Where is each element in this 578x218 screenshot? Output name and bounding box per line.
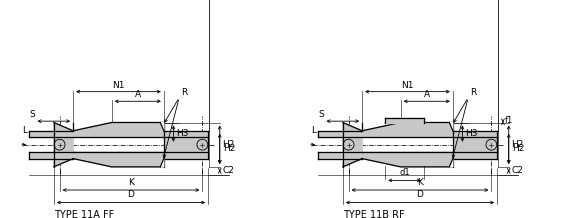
Polygon shape [318,131,362,137]
Text: C2: C2 [511,166,523,175]
Text: d1: d1 [399,168,410,177]
Text: L: L [312,126,316,135]
Polygon shape [362,152,453,167]
Text: A: A [424,90,430,99]
Polygon shape [73,123,164,137]
Text: R: R [181,89,187,97]
Text: H2: H2 [222,140,235,149]
Polygon shape [449,123,453,131]
Polygon shape [164,131,208,158]
Text: D: D [128,190,135,199]
Polygon shape [362,123,453,137]
Text: N1: N1 [401,81,414,90]
Polygon shape [160,158,164,167]
Text: TYPE 11A FF: TYPE 11A FF [54,210,114,218]
Polygon shape [318,152,362,158]
Text: L: L [23,126,27,135]
Text: f1: f1 [505,116,513,125]
Text: H2: H2 [512,144,524,153]
Text: K: K [128,177,134,187]
Polygon shape [343,123,362,167]
Text: H3: H3 [465,129,477,138]
Text: A: A [135,90,141,99]
Text: N1: N1 [112,81,125,90]
Polygon shape [449,158,453,167]
Polygon shape [29,152,73,158]
Text: K: K [417,177,423,187]
Polygon shape [54,123,73,167]
Polygon shape [29,131,73,137]
Polygon shape [453,131,497,158]
Text: H3: H3 [176,129,188,138]
Text: R: R [470,89,476,97]
Text: TYPE 11B RF: TYPE 11B RF [343,210,405,218]
Polygon shape [73,152,164,167]
Text: S: S [318,110,324,119]
Text: H2: H2 [223,144,235,153]
Text: D: D [417,190,424,199]
Text: C2: C2 [222,166,234,175]
Polygon shape [386,118,424,123]
Text: S: S [29,110,35,119]
Polygon shape [160,123,164,131]
Text: H2: H2 [511,140,524,149]
